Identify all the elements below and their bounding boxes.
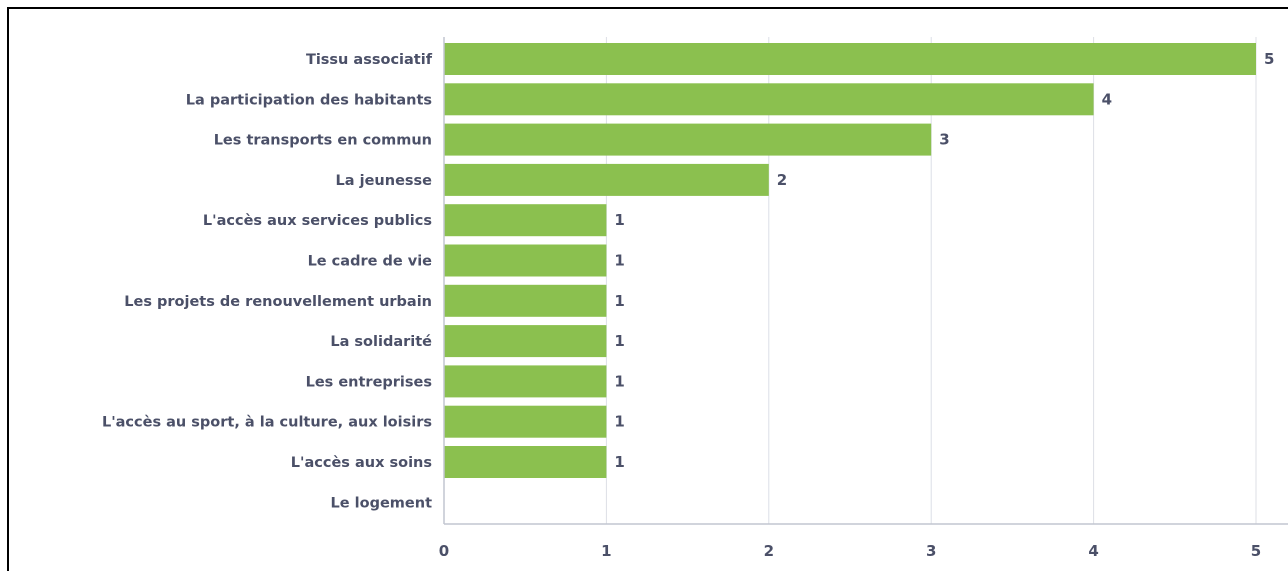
category-label: La participation des habitants — [186, 92, 432, 108]
bar — [444, 123, 932, 156]
x-tick-label: 5 — [1251, 542, 1261, 560]
category-label: L'accès aux services publics — [203, 213, 432, 229]
category-label: L'accès aux soins — [291, 455, 432, 471]
category-label: Tissu associatif — [306, 52, 433, 68]
bar — [444, 405, 607, 438]
value-label: 1 — [614, 413, 624, 431]
value-label: 1 — [614, 332, 624, 350]
x-tick-label: 2 — [764, 542, 774, 560]
x-tick-label: 4 — [1088, 542, 1098, 560]
category-label: Les entreprises — [306, 374, 432, 390]
bar — [444, 83, 1094, 116]
category-label: L'accès au sport, à la culture, aux lois… — [102, 415, 432, 431]
x-tick-label: 1 — [601, 542, 611, 560]
value-label: 2 — [777, 171, 787, 189]
category-label: Les transports en commun — [214, 133, 432, 149]
value-label: 1 — [614, 252, 624, 270]
value-label: 1 — [614, 453, 624, 471]
bar — [444, 163, 769, 196]
bar — [444, 446, 607, 478]
bar — [444, 244, 607, 277]
value-label: 1 — [614, 292, 624, 310]
bar — [444, 325, 607, 358]
axes — [443, 37, 1288, 525]
category-label: La solidarité — [330, 334, 432, 350]
value-label: 3 — [939, 131, 949, 149]
value-label: 5 — [1264, 50, 1274, 68]
grid-lines — [605, 37, 1257, 524]
category-label: Le logement — [331, 495, 433, 511]
category-label: Le cadre de vie — [308, 254, 433, 270]
bars — [444, 43, 1256, 478]
bar — [444, 284, 607, 317]
chart-frame — [7, 7, 1288, 571]
x-tick-label: 3 — [926, 542, 936, 560]
value-label: 1 — [614, 211, 624, 229]
category-label: Les projets de renouvellement urbain — [124, 294, 432, 310]
bar — [444, 43, 1256, 75]
x-tick-label: 0 — [439, 542, 449, 560]
bar — [444, 365, 607, 398]
labels: 0 1 2 3 4 5 Tissu associatif 5 La participation … — [102, 50, 1274, 560]
value-label: 4 — [1102, 90, 1112, 108]
value-label: 1 — [614, 372, 624, 390]
category-label: La jeunesse — [336, 173, 433, 189]
bar — [444, 204, 607, 237]
